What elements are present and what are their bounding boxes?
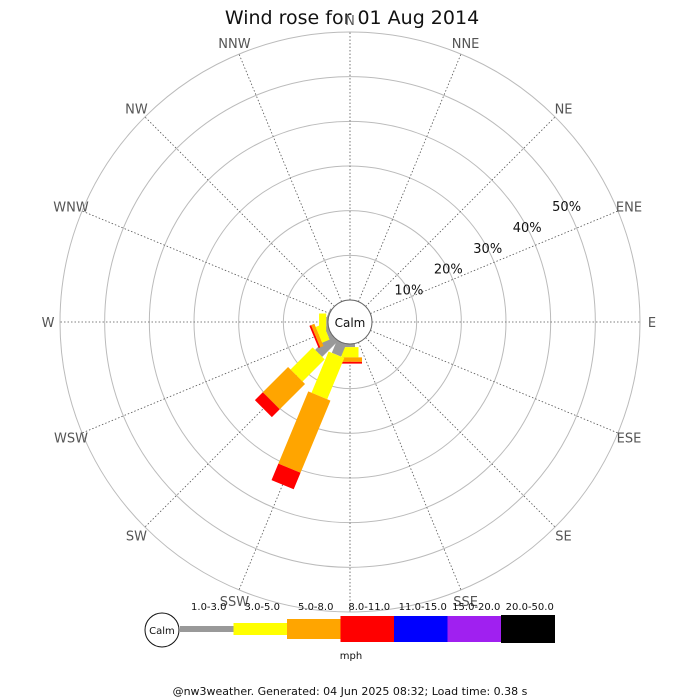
radial-tick-label: 20% [434,263,463,278]
legend-bin-label: 20.0-50.0 [506,602,554,613]
grid-spoke [238,53,342,302]
grid-circle [59,31,641,613]
direction-label: SSE [453,595,478,610]
direction-label: WSW [54,432,88,447]
wind-bar-segment [315,334,338,357]
wind-bar-segment [324,325,332,337]
direction-label: E [648,316,656,331]
direction-label: NW [125,102,148,117]
calm-label: Calm [335,316,366,330]
grid-spoke [144,337,335,528]
wind-bar-segment [254,392,280,418]
legend-swatch [447,616,502,642]
legend-swatch [501,615,555,643]
grid-spoke [365,337,556,528]
legend-swatch [180,626,234,632]
direction-label: SSW [220,595,250,610]
legend-bin-label: 15.0-20.0 [452,602,500,613]
wind-bar-segment [271,463,301,490]
direction-label: SE [555,530,571,545]
legend-bin-label: 3.0-5.0 [245,602,280,613]
grid-spoke [144,116,335,307]
legend-calm-label: Calm [149,626,175,637]
grid-spoke [370,210,619,314]
wind-bar-segment [262,366,306,410]
direction-label: NE [555,102,573,117]
grid-spoke [358,342,462,591]
radial-tick-label: 10% [394,284,423,299]
legend-swatch [340,616,395,642]
direction-label: NNE [452,37,480,52]
legend-bin-label: 8.0-11.0 [348,602,390,613]
chart-title: Wind rose for 01 Aug 2014 [225,7,479,29]
calm-circle: Calm [327,299,373,345]
grid-spoke [370,330,619,434]
grid-spoke [358,53,462,302]
wind-bar-segment [331,340,347,357]
direction-label: WNW [53,200,89,215]
direction-label: NNW [218,37,250,52]
grid-spoke [81,210,330,314]
footer-text: @nw3weather. Generated: 04 Jun 2025 08:3… [173,685,528,698]
legend-bin-label: 1.0-3.0 [191,602,226,613]
grid-spoke [81,330,330,434]
grid-circle [104,76,596,568]
legend-swatch [233,623,288,635]
radial-tick-label: 50% [552,200,581,215]
grid-circle [238,210,462,434]
wind-bar-segment [290,347,325,382]
legend: Calm mph 1.0-3.0 3.0-5.0 5.0-8.0 8.0-11.0 11… [144,602,555,662]
radial-tick-label: 40% [513,221,542,236]
direction-label: W [42,316,55,331]
wind-bar-segment [278,391,331,473]
direction-label: ESE [617,432,642,447]
wind-bar-segment [309,325,321,349]
grid-circle [282,254,418,390]
grid-spoke [365,116,556,307]
wind-bar-segment [311,351,345,400]
wind-bars [254,308,362,490]
legend-bin-label: 11.0-15.0 [399,602,447,613]
direction-label: SW [126,530,147,545]
wind-bar-segment [311,323,324,348]
radial-tick-labels: 10% 20% 30% 40% 50% [394,200,581,299]
legend-bin-label: 5.0-8.0 [298,602,333,613]
direction-label: N [345,14,355,29]
legend-swatch [287,619,341,639]
direction-label: ENE [616,200,642,215]
radial-tick-label: 30% [473,242,502,257]
legend-swatch [394,616,448,642]
legend-unit: mph [340,651,362,662]
wind-bar-segment [315,323,330,343]
